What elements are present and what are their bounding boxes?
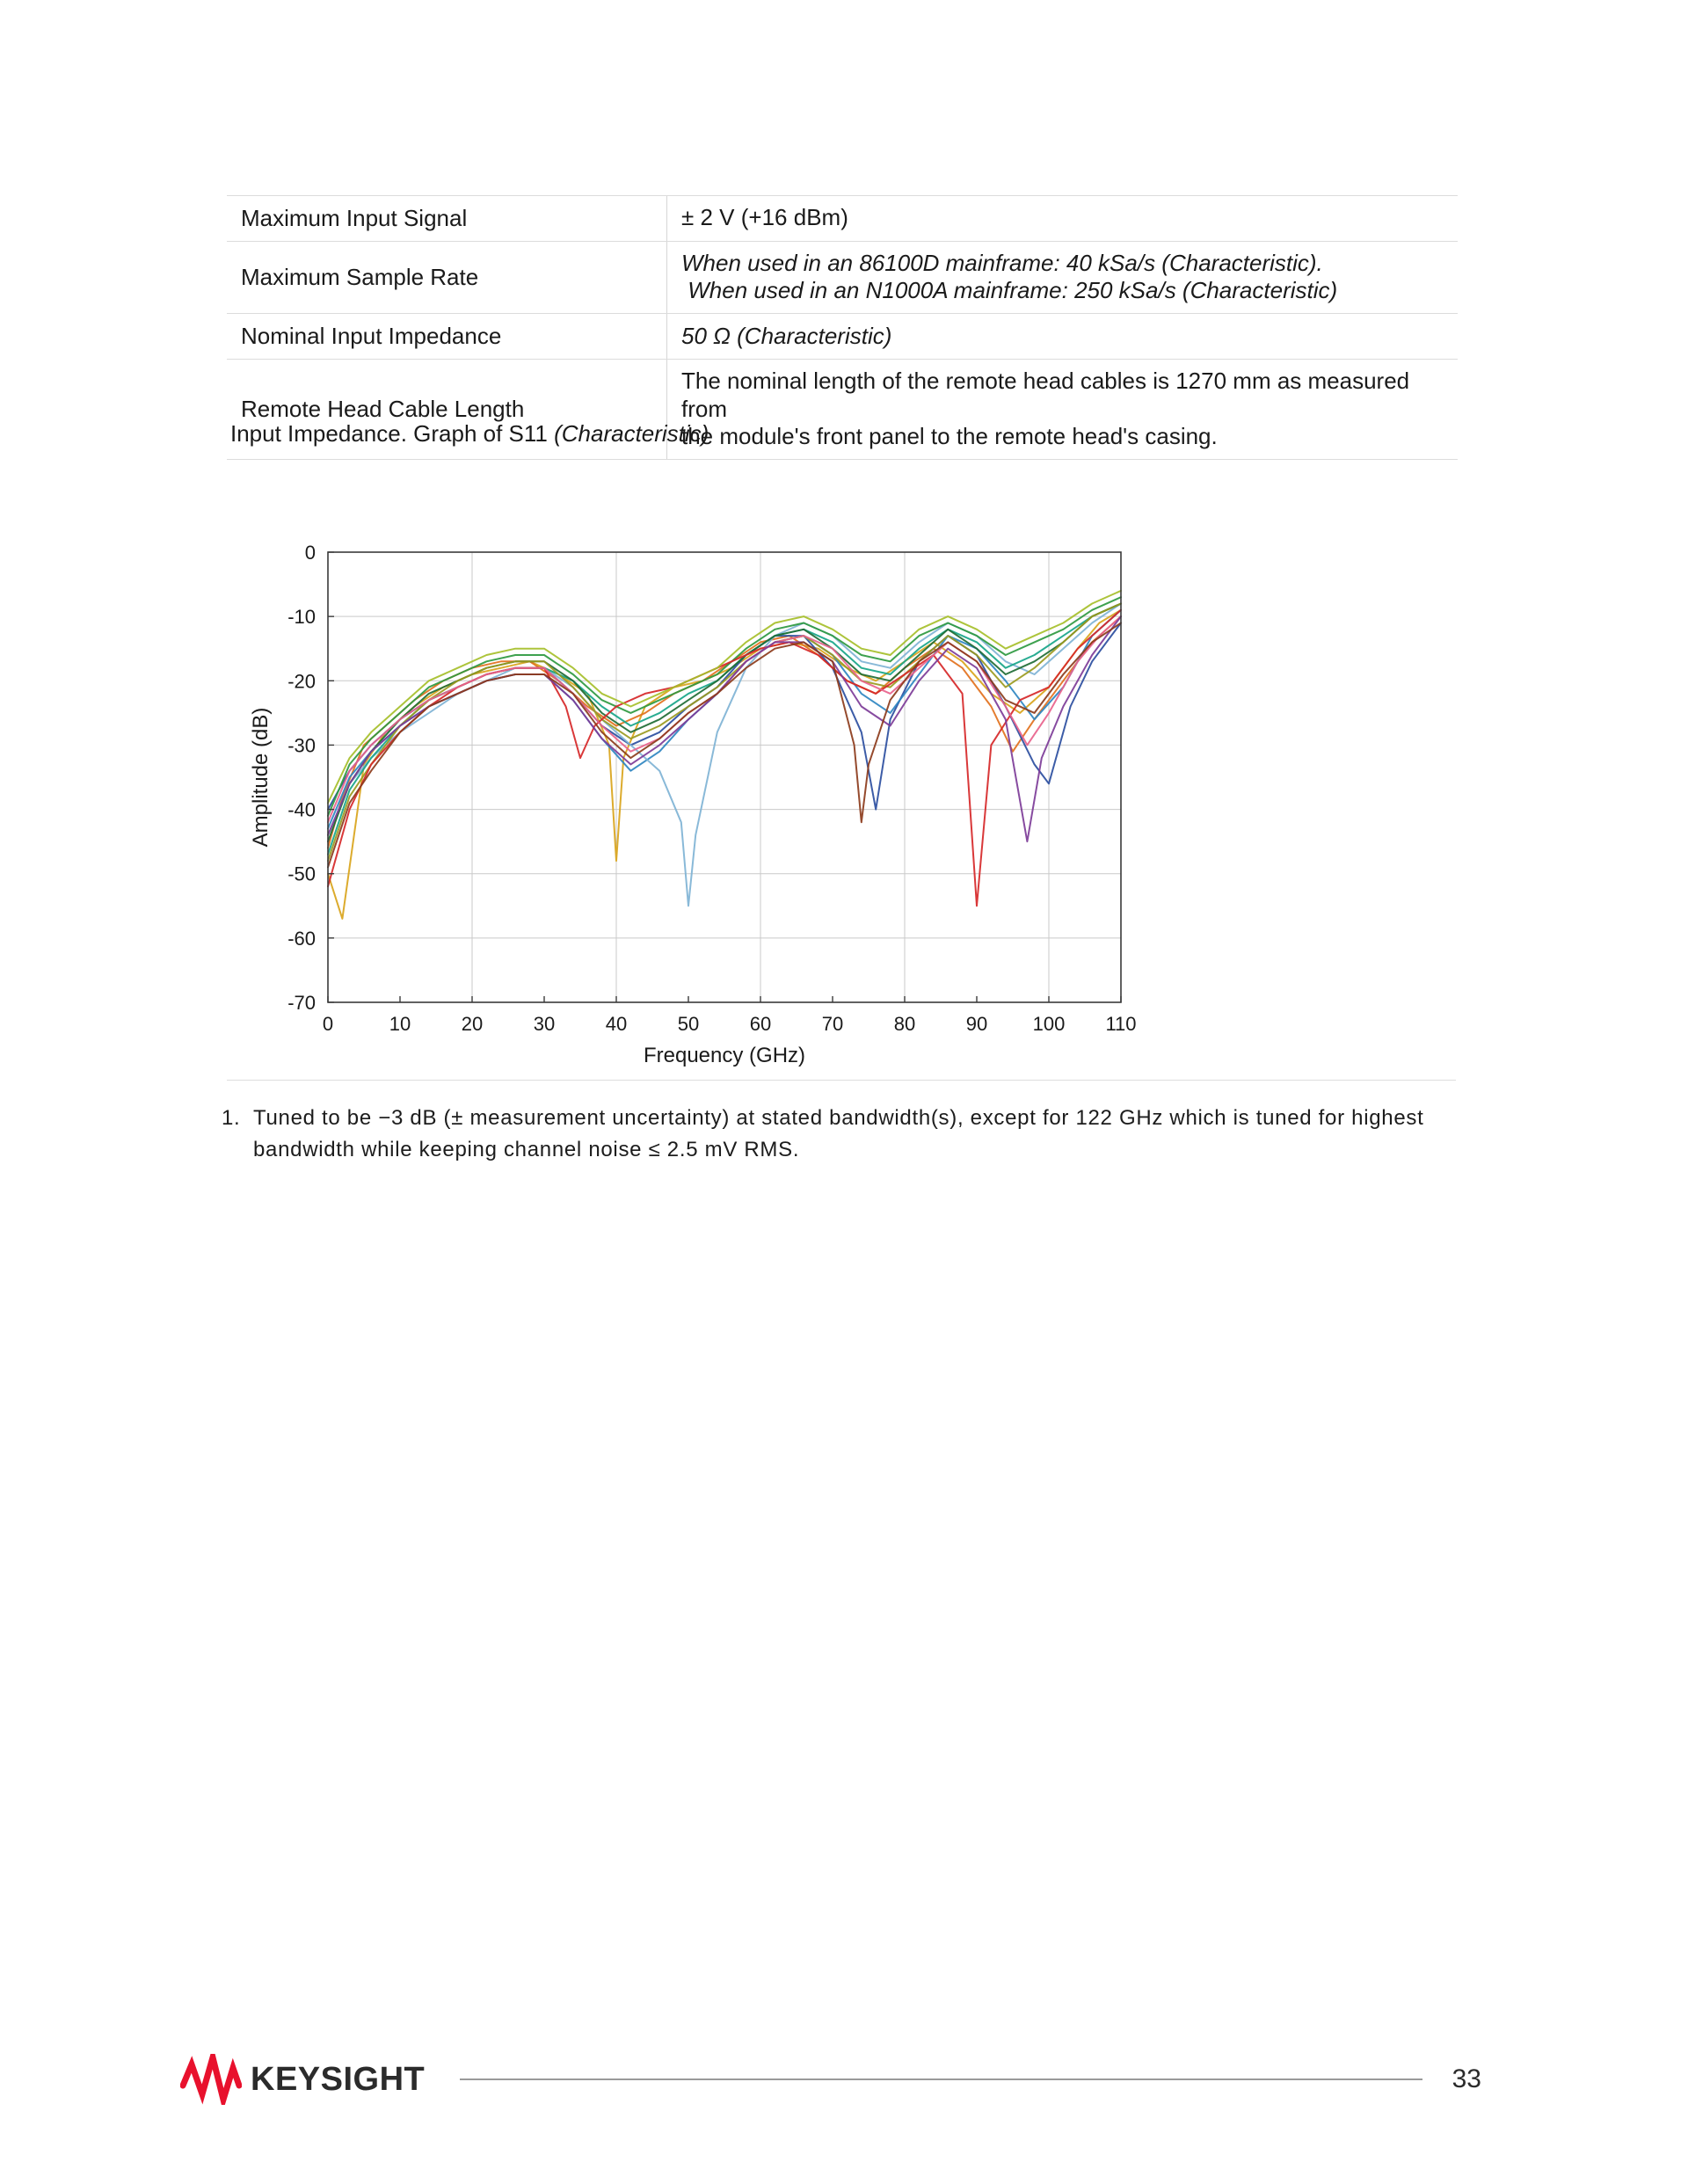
spec-table: Maximum Input Signal ± 2 V (+16 dBm) Maxim…: [227, 195, 1458, 460]
footer-rule: [460, 2078, 1422, 2080]
caption-text: Input Impedance. Graph of S11: [230, 420, 555, 447]
spec-value-line: 50 Ω (Characteristic): [681, 322, 892, 349]
keysight-wordmark: KEYSIGHT: [251, 2060, 426, 2098]
svg-text:-50: -50: [287, 863, 316, 885]
svg-text:Amplitude (dB): Amplitude (dB): [249, 708, 273, 848]
chart-trace-trace-09: [327, 602, 1122, 863]
spec-value: ± 2 V (+16 dBm): [666, 196, 1458, 241]
spec-value: The nominal length of the remote head ca…: [666, 359, 1458, 459]
footnote: 1. Tuned to be −3 dB (± measurement unce…: [222, 1103, 1505, 1166]
svg-text:-40: -40: [287, 799, 316, 821]
svg-text:90: 90: [966, 1013, 987, 1035]
svg-text:70: 70: [822, 1013, 843, 1035]
svg-text:20: 20: [462, 1013, 483, 1035]
spec-label: Nominal Input Impedance: [241, 323, 502, 350]
chart-trace-trace-01: [327, 608, 1122, 920]
footnote-text: Tuned to be −3 dB (± measurement uncerta…: [253, 1103, 1505, 1166]
footnote-line-2: bandwidth while keeping channel noise ≤ …: [253, 1138, 800, 1161]
chart-trace-trace-05: [327, 602, 1122, 907]
svg-text:10: 10: [389, 1013, 411, 1035]
svg-text:50: 50: [678, 1013, 699, 1035]
svg-text:60: 60: [750, 1013, 771, 1035]
chart-trace-trace-10: [327, 608, 1122, 907]
spec-value-line: The nominal length of the remote head ca…: [681, 367, 1416, 422]
chart-trace-trace-14: [327, 589, 1122, 804]
chart-figure: 0 10 20 30 40 50 60 70 80 90 100 110 0 -10 -20 -30 -40 -5…: [237, 528, 1169, 1099]
svg-text:100: 100: [1033, 1013, 1066, 1035]
footer: KEYSIGHT 33: [180, 2049, 1481, 2110]
svg-text:-60: -60: [287, 928, 316, 950]
svg-text:0: 0: [305, 542, 316, 564]
svg-text:-10: -10: [287, 606, 316, 628]
svg-text:80: 80: [894, 1013, 915, 1035]
spec-row: Nominal Input Impedance 50 Ω (Characteris…: [227, 313, 1458, 359]
footnote-divider: [227, 1080, 1456, 1081]
chart-trace-trace-11: [327, 615, 1122, 824]
chart-trace-trace-07: [327, 596, 1122, 817]
chart-trace-trace-04: [327, 608, 1122, 830]
spec-row: Maximum Input Signal ± 2 V (+16 dBm): [227, 195, 1458, 241]
table-caption: Input Impedance. Graph of S11 (Character…: [230, 420, 709, 448]
spec-value: 50 Ω (Characteristic): [666, 314, 1458, 359]
spec-value-line: When used in an 86100D mainframe: 40 kSa…: [681, 249, 1323, 276]
svg-text:-20: -20: [287, 670, 316, 692]
chart-trace-trace-02: [327, 615, 1122, 849]
spec-row: Remote Head Cable Length The nominal leng…: [227, 358, 1458, 460]
spec-value-line: the module's front panel to the remote h…: [681, 423, 1218, 450]
spec-label: Maximum Sample Rate: [241, 264, 479, 291]
chart-trace-trace-08: [327, 602, 1122, 843]
spec-value: When used in an 86100D mainframe: 40 kSa…: [666, 241, 1458, 314]
keysight-spark-icon: [180, 2054, 242, 2105]
chart-trace-trace-13: [327, 622, 1122, 869]
svg-text:40: 40: [606, 1013, 627, 1035]
spec-label: Maximum Input Signal: [241, 205, 468, 231]
svg-text:0: 0: [323, 1013, 333, 1035]
spec-row: Maximum Sample Rate When used in an 86100…: [227, 240, 1458, 314]
svg-text:110: 110: [1105, 1013, 1136, 1035]
s11-chart-svg: 0 10 20 30 40 50 60 70 80 90 100 110 0 -10 -20 -30 -40 -5…: [249, 542, 1137, 1067]
spec-value-line: ± 2 V (+16 dBm): [681, 204, 848, 231]
footnote-line-1: Tuned to be −3 dB (± measurement uncerta…: [253, 1106, 1424, 1130]
footnote-marker: 1.: [222, 1106, 241, 1130]
svg-text:30: 30: [534, 1013, 555, 1035]
svg-text:-70: -70: [287, 992, 316, 1014]
page-number: 33: [1452, 2064, 1481, 2093]
svg-text:-30: -30: [287, 734, 316, 756]
svg-text:Frequency (GHz): Frequency (GHz): [644, 1044, 805, 1067]
spec-label: Remote Head Cable Length: [241, 396, 525, 423]
caption-italic-text: (Characteristic): [554, 420, 709, 447]
spec-value-line: When used in an N1000A mainframe: 250 kS…: [681, 277, 1338, 304]
